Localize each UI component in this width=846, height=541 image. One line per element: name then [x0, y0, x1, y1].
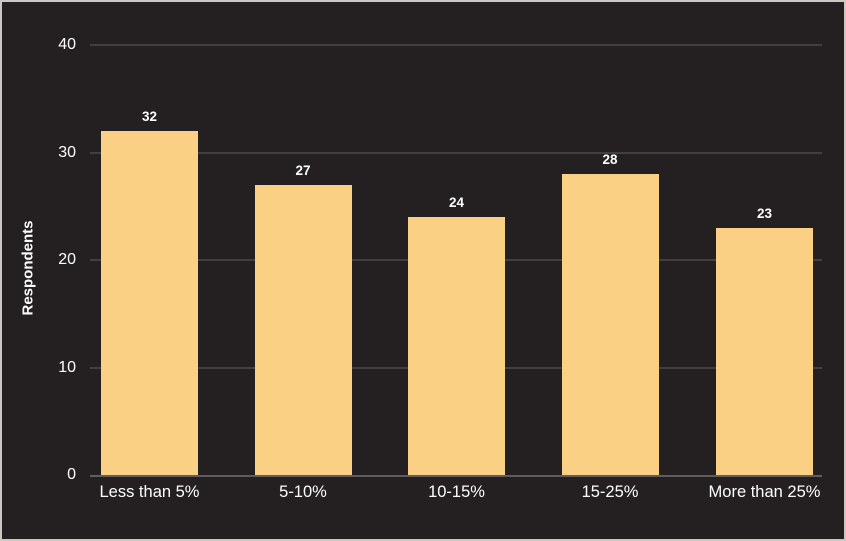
bar-value-label: 32: [141, 109, 158, 124]
bar: [408, 217, 505, 475]
y-axis-title: Respondents: [19, 220, 37, 316]
bar: [716, 227, 813, 475]
x-axis-label: 5-10%: [279, 483, 327, 501]
x-axis-label: Less than 5%: [99, 483, 200, 501]
y-tick-label: 10: [58, 358, 76, 376]
y-tick-label: 20: [58, 251, 76, 268]
bar-value-label: 28: [602, 152, 618, 167]
bar: [101, 131, 198, 475]
grid-line: [90, 151, 822, 154]
x-axis-label: More than 25%: [708, 483, 821, 501]
y-tick-label: 40: [58, 36, 76, 53]
x-axis-label: 15-25%: [581, 483, 639, 501]
bar-value-label: 24: [448, 195, 465, 210]
bar-value-label: 27: [295, 162, 311, 178]
bar-value-label: 23: [756, 205, 773, 221]
y-tick-label: 0: [67, 466, 76, 483]
x-axis-label: 10-15%: [428, 483, 485, 501]
x-axis-line: [90, 475, 822, 477]
y-tick-label: 30: [58, 143, 76, 161]
bar: [561, 174, 659, 475]
bar: [254, 184, 352, 475]
grid-line: [90, 44, 822, 46]
